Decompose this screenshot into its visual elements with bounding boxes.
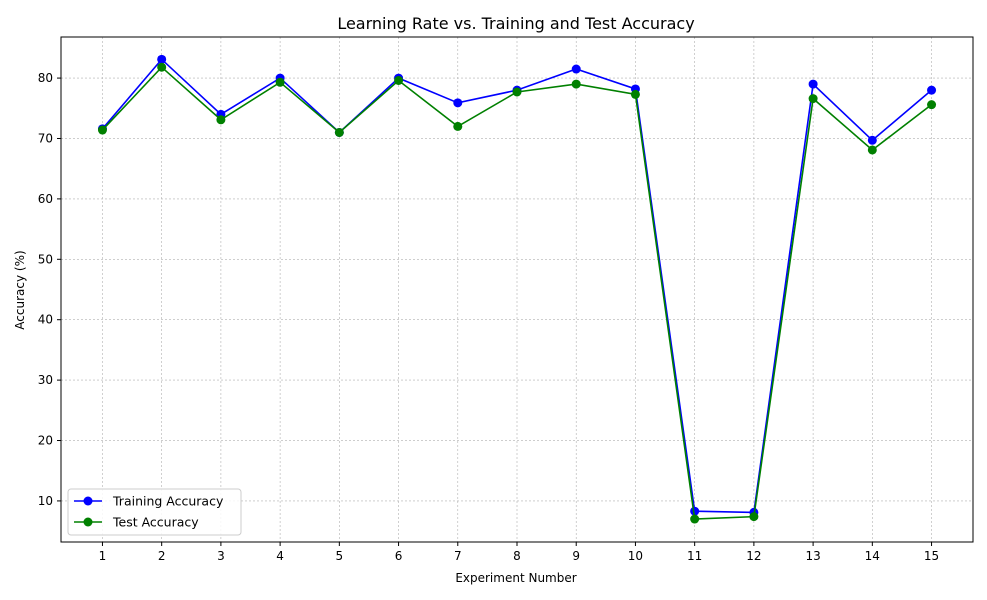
data-point-series-2 <box>157 62 167 72</box>
legend-label-1: Training Accuracy <box>112 494 224 509</box>
x-axis: 1 2 3 4 5 6 7 8 9 10 11 12 13 14 15 <box>99 542 939 563</box>
legend-marker-1 <box>83 496 93 506</box>
y-tick-label: 80 <box>38 71 53 85</box>
data-point-series-1 <box>571 64 581 74</box>
data-point-series-2 <box>275 77 285 87</box>
data-point-series-2 <box>571 79 581 89</box>
y-tick-label: 60 <box>38 192 53 206</box>
data-point-series-1 <box>808 79 818 89</box>
x-tick-label: 2 <box>158 549 166 563</box>
y-tick-label: 10 <box>38 494 53 508</box>
data-point-series-2 <box>394 75 404 85</box>
data-point-series-2 <box>453 121 463 131</box>
data-point-series-2 <box>630 89 640 99</box>
data-point-series-2 <box>334 127 344 137</box>
legend-marker-2 <box>83 517 93 527</box>
x-tick-label: 5 <box>336 549 344 563</box>
y-tick-label: 30 <box>38 373 53 387</box>
data-point-series-2 <box>808 94 818 104</box>
chart-title: Learning Rate vs. Training and Test Accu… <box>337 14 694 33</box>
legend-box <box>67 488 242 536</box>
data-point-series-2 <box>97 125 107 135</box>
data-point-series-2 <box>927 100 937 110</box>
grid-lines <box>61 37 973 542</box>
x-tick-label: 6 <box>395 549 403 563</box>
x-tick-label: 10 <box>628 549 643 563</box>
x-tick-label: 7 <box>454 549 462 563</box>
data-point-series-2 <box>216 115 226 125</box>
x-tick-label: 11 <box>687 549 702 563</box>
data-point-series-1 <box>867 135 877 145</box>
x-tick-label: 12 <box>746 549 761 563</box>
data-point-series-2 <box>690 514 700 524</box>
y-axis: 10 20 30 40 50 60 70 80 <box>38 71 61 508</box>
x-tick-label: 1 <box>99 549 107 563</box>
y-axis-label: Accuracy (%) <box>13 250 27 329</box>
x-tick-label: 4 <box>276 549 284 563</box>
x-tick-label: 9 <box>572 549 580 563</box>
data-point-series-2 <box>749 512 759 522</box>
series-layer <box>97 54 937 524</box>
y-tick-label: 70 <box>38 131 53 145</box>
x-tick-label: 3 <box>217 549 225 563</box>
data-point-series-2 <box>867 145 877 155</box>
x-tick-label: 15 <box>924 549 939 563</box>
x-axis-label: Experiment Number <box>455 571 576 585</box>
data-point-series-1 <box>453 98 463 108</box>
data-point-series-1 <box>157 54 167 64</box>
data-point-series-1 <box>927 85 937 95</box>
x-tick-label: 13 <box>805 549 820 563</box>
data-point-series-1 <box>690 506 700 516</box>
y-tick-label: 20 <box>38 434 53 448</box>
x-tick-label: 14 <box>865 549 880 563</box>
legend-label-2: Test Accuracy <box>112 515 199 530</box>
data-point-series-2 <box>512 87 522 97</box>
legend: Training Accuracy Test Accuracy <box>67 488 242 536</box>
y-tick-label: 40 <box>38 313 53 327</box>
y-tick-label: 50 <box>38 252 53 266</box>
x-tick-label: 8 <box>513 549 521 563</box>
